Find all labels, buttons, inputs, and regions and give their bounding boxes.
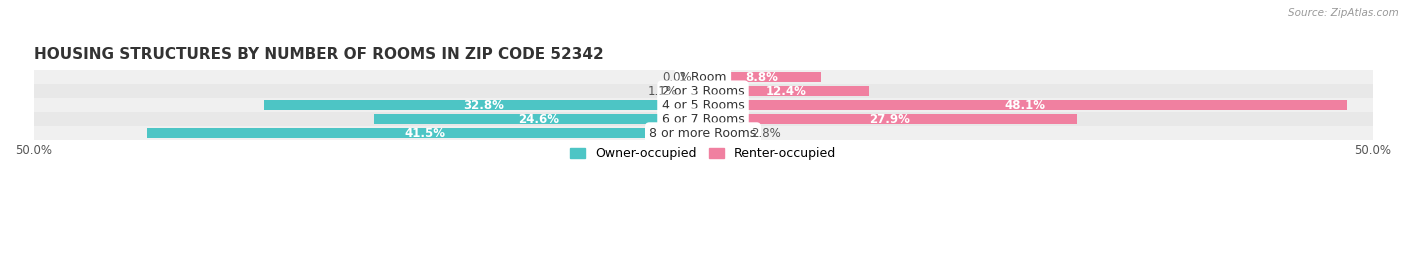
Bar (264, 100, 703, 110)
Bar (34, 112, 1372, 126)
Text: 8 or more Rooms: 8 or more Rooms (650, 127, 756, 140)
Bar (703, 72, 821, 82)
Text: 24.6%: 24.6% (517, 113, 558, 126)
Text: 1.1%: 1.1% (648, 85, 678, 98)
Bar (34, 70, 1372, 84)
Bar (703, 128, 741, 138)
Text: 12.4%: 12.4% (766, 85, 807, 98)
Bar (34, 84, 1372, 98)
Text: 0.0%: 0.0% (662, 71, 692, 84)
Text: 2 or 3 Rooms: 2 or 3 Rooms (662, 85, 744, 98)
Text: Source: ZipAtlas.com: Source: ZipAtlas.com (1288, 8, 1399, 18)
Bar (703, 86, 869, 96)
Text: 2.8%: 2.8% (751, 127, 780, 140)
Legend: Owner-occupied, Renter-occupied: Owner-occupied, Renter-occupied (565, 142, 841, 165)
Text: HOUSING STRUCTURES BY NUMBER OF ROOMS IN ZIP CODE 52342: HOUSING STRUCTURES BY NUMBER OF ROOMS IN… (34, 47, 603, 62)
Text: 32.8%: 32.8% (463, 99, 503, 112)
Bar (703, 114, 1077, 124)
Bar (703, 100, 1347, 110)
Text: 48.1%: 48.1% (1004, 99, 1046, 112)
Text: 6 or 7 Rooms: 6 or 7 Rooms (662, 113, 744, 126)
Text: 1 Room: 1 Room (679, 71, 727, 84)
Text: 8.8%: 8.8% (745, 71, 779, 84)
Text: 41.5%: 41.5% (405, 127, 446, 140)
Text: 27.9%: 27.9% (869, 113, 910, 126)
Bar (34, 98, 1372, 112)
Bar (689, 86, 703, 96)
Bar (374, 114, 703, 124)
Bar (148, 128, 703, 138)
Text: 4 or 5 Rooms: 4 or 5 Rooms (662, 99, 744, 112)
Bar (34, 126, 1372, 140)
